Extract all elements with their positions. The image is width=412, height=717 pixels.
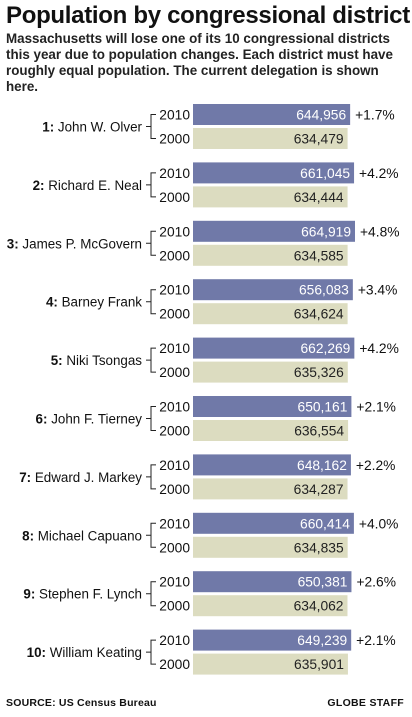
district-label-6: 6: John F. Tierney [36, 412, 143, 427]
value-2010-district-8: 660,414 [300, 516, 350, 531]
bar-2000-district-2 [193, 186, 348, 208]
year-label-2010: 2010 [159, 516, 190, 531]
district-label-10: 10: William Keating [27, 645, 142, 660]
bar-2010-district-9 [193, 571, 352, 593]
year-label-2000: 2000 [159, 132, 190, 147]
year-label-2000: 2000 [159, 248, 190, 263]
bar-2000-district-8 [193, 536, 348, 558]
year-label-2010: 2010 [159, 458, 190, 473]
bar-2000-district-7 [193, 478, 348, 500]
year-label-2010: 2010 [159, 166, 190, 181]
year-label-2000: 2000 [159, 307, 190, 322]
source-note: SOURCE: US Census Bureau [6, 697, 157, 709]
bar-2010-district-3 [193, 220, 355, 242]
bar-2010-district-2 [193, 162, 355, 184]
change-district-9: +2.6% [356, 575, 396, 590]
bracket-district-10 [146, 639, 156, 665]
bar-2000-district-3 [193, 244, 348, 266]
value-2000-district-5: 635,326 [294, 365, 344, 380]
value-2010-district-9: 650,381 [298, 575, 348, 590]
bar-2010-district-8 [193, 512, 354, 534]
value-2000-district-1: 634,479 [294, 132, 344, 147]
change-district-6: +2.1% [356, 400, 396, 415]
bracket-district-4 [146, 289, 156, 315]
year-label-2010: 2010 [159, 224, 190, 239]
change-district-1: +1.7% [355, 108, 395, 123]
change-district-3: +4.8% [360, 224, 400, 239]
district-label-1: 1: John W. Olver [42, 120, 142, 135]
bar-2010-district-7 [193, 454, 351, 476]
value-2010-district-10: 649,239 [297, 633, 347, 648]
bar-2000-district-4 [193, 303, 348, 325]
bracket-district-3 [146, 230, 156, 256]
bar-2000-district-10 [193, 653, 348, 675]
district-label-5: 5: Niki Tsongas [51, 353, 143, 368]
year-label-2010: 2010 [159, 341, 190, 356]
bar-2010-district-5 [193, 337, 355, 359]
value-2000-district-2: 634,444 [294, 190, 344, 205]
bar-2000-district-5 [193, 361, 348, 383]
credit-note: GLOBE STAFF [327, 697, 404, 709]
bar-2010-district-6 [193, 396, 352, 417]
year-label-2010: 2010 [159, 400, 190, 415]
district-label-7: 7: Edward J. Markey [19, 470, 142, 485]
district-label-4: 4: Barney Frank [46, 295, 142, 310]
value-2010-district-2: 661,045 [300, 166, 350, 181]
value-2010-district-5: 662,269 [300, 341, 350, 356]
value-2000-district-6: 636,554 [294, 424, 344, 439]
bar-2000-district-6 [193, 420, 349, 441]
year-label-2010: 2010 [159, 575, 190, 590]
value-2010-district-4: 656,083 [299, 283, 349, 298]
district-label-2: 2: Richard E. Neal [33, 178, 142, 193]
bar-2010-district-10 [193, 629, 352, 651]
bracket-district-9 [146, 581, 156, 607]
value-2010-district-6: 650,161 [298, 400, 348, 415]
bracket-district-8 [146, 522, 156, 548]
bracket-district-7 [146, 464, 156, 490]
value-2010-district-3: 664,919 [301, 224, 351, 239]
bar-2000-district-1 [193, 128, 348, 149]
district-label-9: 9: Stephen F. Lynch [23, 587, 142, 602]
change-district-5: +4.2% [359, 341, 399, 356]
chart-subtitle: Massachusetts will lose one of its 10 co… [6, 31, 393, 94]
change-district-2: +4.2% [359, 166, 399, 181]
value-2000-district-4: 634,624 [294, 307, 344, 322]
value-2010-district-7: 648,162 [297, 458, 347, 473]
bar-2010-district-1 [193, 104, 351, 125]
year-label-2000: 2000 [159, 365, 190, 380]
year-label-2010: 2010 [159, 633, 190, 648]
value-2000-district-10: 635,901 [294, 657, 344, 672]
bar-2000-district-9 [193, 595, 348, 617]
year-label-2000: 2000 [159, 190, 190, 205]
change-district-4: +3.4% [358, 283, 398, 298]
value-2000-district-9: 634,062 [294, 599, 344, 614]
year-label-2000: 2000 [159, 482, 190, 497]
value-2000-district-8: 634,835 [294, 540, 344, 555]
district-label-3: 3: James P. McGovern [7, 236, 142, 251]
year-label-2010: 2010 [159, 108, 190, 123]
bracket-district-5 [146, 347, 156, 373]
value-2000-district-3: 634,585 [294, 248, 344, 263]
change-district-10: +2.1% [356, 633, 396, 648]
bracket-district-1 [146, 114, 156, 139]
year-label-2000: 2000 [159, 599, 190, 614]
year-label-2000: 2000 [159, 424, 190, 439]
year-label-2000: 2000 [159, 657, 190, 672]
value-2000-district-7: 634,287 [294, 482, 344, 497]
bracket-district-6 [146, 406, 156, 431]
bar-2010-district-4 [193, 279, 353, 301]
value-2010-district-1: 644,956 [296, 108, 346, 123]
chart-title: Population by congressional district [6, 2, 410, 29]
year-label-2000: 2000 [159, 540, 190, 555]
change-district-8: +4.0% [359, 516, 399, 531]
district-label-8: 8: Michael Capuano [22, 528, 142, 543]
year-label-2010: 2010 [159, 283, 190, 298]
change-district-7: +2.2% [356, 458, 396, 473]
bracket-district-2 [146, 172, 156, 198]
